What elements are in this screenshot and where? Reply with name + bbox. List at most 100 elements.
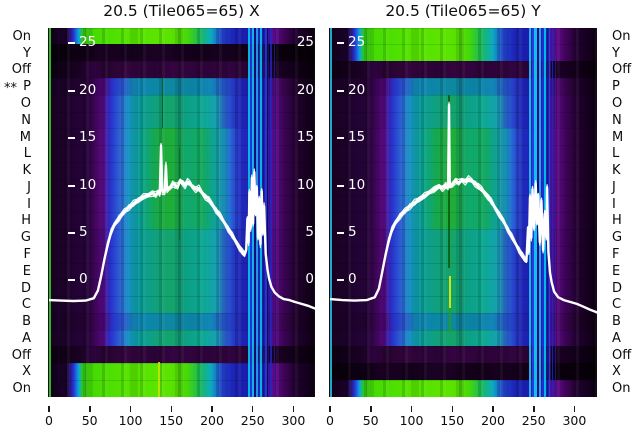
ytick-label-left: 10	[348, 176, 366, 193]
row-label-left: G	[20, 230, 31, 246]
row-label-right: G	[612, 230, 623, 246]
row-label-left: I	[27, 196, 31, 212]
glitch-stripe	[270, 28, 272, 397]
xtick-mark	[292, 406, 295, 412]
row-label-left: Off	[11, 347, 31, 363]
ytick-label-left: 25	[79, 34, 97, 51]
gain-curve	[329, 106, 597, 314]
xtick-mark	[533, 406, 535, 412]
row-label-left: D	[20, 280, 31, 296]
heatmap-panel-y: 25 20 15 10 5 0	[329, 28, 597, 397]
row-label-left: Off	[11, 62, 31, 78]
xtick-mark	[492, 406, 494, 412]
row-label-left: C	[21, 297, 31, 313]
glitch-stripe	[551, 28, 554, 397]
ytick-dash	[68, 184, 75, 187]
xtick-label: 100	[118, 413, 143, 428]
ytick-dash	[68, 137, 75, 140]
row-label-right: E	[612, 263, 621, 279]
row-label-right: K	[612, 163, 621, 179]
row-label-left: P	[23, 79, 31, 95]
ytick-label-left: 20	[348, 81, 366, 98]
row-label-right: Y	[612, 45, 620, 61]
row-label-left: L	[23, 146, 31, 162]
glitch-stripe	[265, 28, 267, 397]
xtick-label: 250	[240, 413, 265, 428]
ytick-label-right: 10	[296, 176, 314, 193]
panel-title: 20.5 (Tile065=65) Y	[385, 2, 541, 20]
ytick-label-left: 15	[79, 129, 97, 146]
row-label-left: E	[22, 263, 31, 279]
row-label-right: Off	[612, 347, 632, 363]
ytick-label-right: 5	[305, 223, 314, 240]
ytick-dash	[337, 89, 344, 92]
ytick-label-right: 20	[296, 81, 314, 98]
row-label-left: K	[22, 163, 31, 179]
panel-title: 20.5 (Tile065=65) X	[103, 2, 260, 20]
xtick-label: 300	[281, 413, 306, 428]
row-label-right: A	[612, 330, 621, 346]
row-label-right: P	[612, 79, 620, 95]
xtick-label: 250	[521, 413, 546, 428]
gain-curve-svg	[48, 142, 315, 310]
row-label-right: D	[612, 280, 623, 296]
row-label-right: L	[612, 146, 620, 162]
ytick-dash	[337, 137, 344, 140]
xtick-mark	[451, 406, 453, 412]
ytick-label-left: 10	[79, 176, 97, 193]
row-label-left: A	[22, 330, 31, 346]
ytick-dash	[337, 231, 344, 234]
gain-curve	[329, 104, 597, 314]
row-label-right: C	[612, 297, 622, 313]
row-label-right: F	[612, 246, 620, 262]
gain-curve	[329, 103, 597, 314]
xtick-mark	[48, 406, 50, 412]
row-label-right: I	[612, 196, 616, 212]
row-label-right: On	[612, 381, 631, 397]
ytick-label-left: 15	[348, 129, 366, 146]
ytick-dash	[337, 279, 344, 282]
xtick-mark	[170, 406, 172, 412]
xtick-label: 200	[200, 413, 224, 428]
row-label-left: F	[23, 246, 31, 262]
xtick-label: 200	[481, 413, 505, 428]
ytick-label-right: 15	[296, 129, 314, 146]
ytick-dash	[68, 42, 75, 45]
xtick-label: 150	[159, 413, 184, 428]
row-label-left: X	[22, 364, 31, 380]
ytick-dash	[68, 89, 75, 92]
ytick-label-left: 25	[348, 34, 366, 51]
glitch-stripe	[548, 28, 551, 397]
row-label-left: M	[19, 129, 31, 145]
xtick-label: 150	[440, 413, 465, 428]
xtick-label: 0	[45, 413, 53, 428]
row-label-left: On	[12, 28, 31, 44]
row-label-right: B	[612, 314, 621, 329]
row-label-left: Y	[23, 45, 31, 61]
xtick-mark	[410, 406, 413, 412]
xtick-mark	[89, 406, 91, 412]
glitch-stripe	[48, 28, 51, 397]
gain-curve-svg	[329, 101, 597, 314]
xtick-mark	[370, 406, 372, 412]
row-label-left: J	[27, 179, 31, 195]
gain-curve	[329, 102, 597, 314]
ytick-label-right: 25	[296, 34, 314, 51]
xtick-label: 50	[362, 413, 379, 428]
row-label-right: J	[612, 179, 616, 195]
xtick-mark	[211, 406, 213, 412]
gain-curve	[329, 104, 597, 314]
xtick-label: 300	[562, 413, 587, 428]
xtick-label: 100	[399, 413, 424, 428]
glitch-stripe	[449, 308, 451, 332]
heatmap-panel-x: 25 25 20 20 15 15 10 10 5 5 0 0	[48, 28, 315, 397]
xtick-mark	[573, 406, 576, 412]
row-label-right: X	[612, 364, 621, 380]
row-label-left: H	[21, 213, 31, 229]
glitch-stripe	[555, 28, 557, 397]
gain-curve	[48, 144, 315, 310]
row-label-right: H	[612, 213, 622, 229]
glitch-stripe	[267, 28, 269, 397]
xtick-mark	[329, 406, 331, 412]
